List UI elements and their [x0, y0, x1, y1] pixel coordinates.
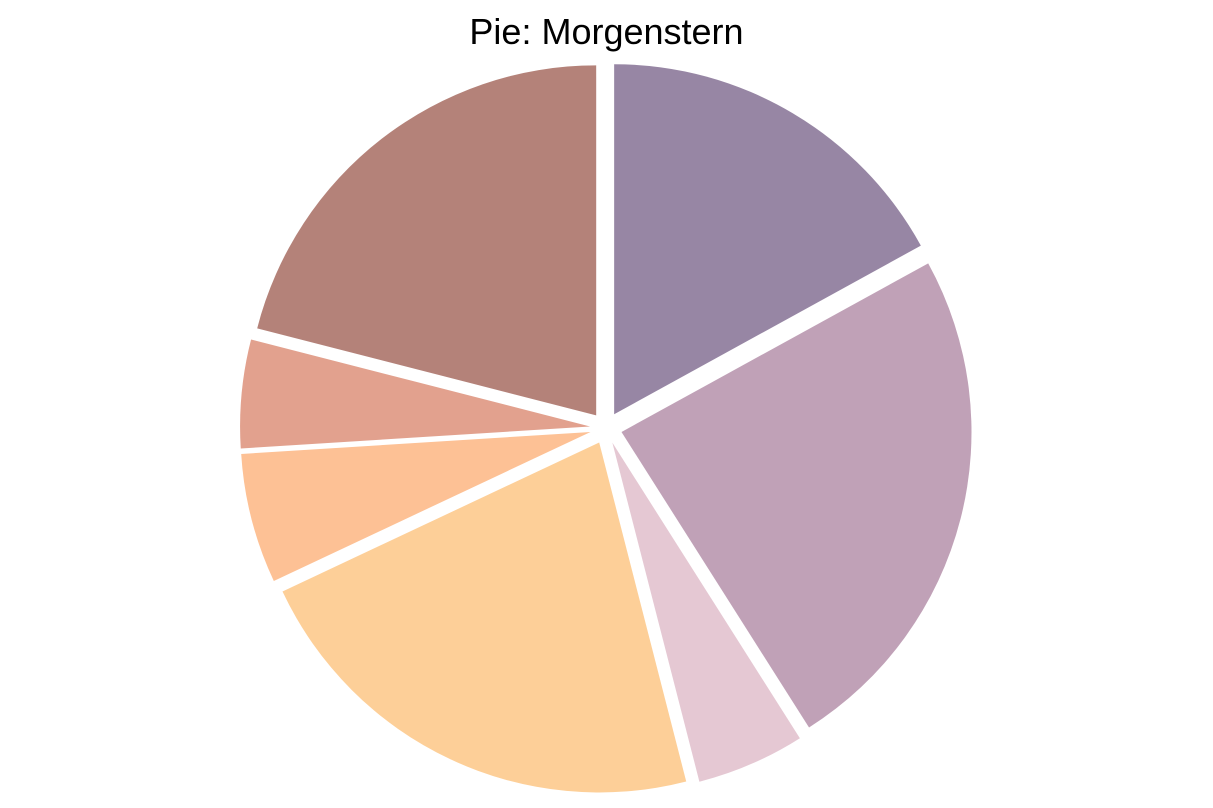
pie-slice-4	[282, 442, 687, 793]
pie-slice-7	[257, 65, 597, 416]
pie-slice-2	[621, 263, 972, 728]
chart-title: Pie: Morgenstern	[469, 11, 744, 52]
pie-slice-5	[241, 431, 591, 582]
pie-slice-6	[240, 339, 591, 449]
pie-slices	[240, 64, 972, 793]
pie-slice-1	[614, 64, 921, 415]
pie-slice-3	[612, 442, 800, 782]
